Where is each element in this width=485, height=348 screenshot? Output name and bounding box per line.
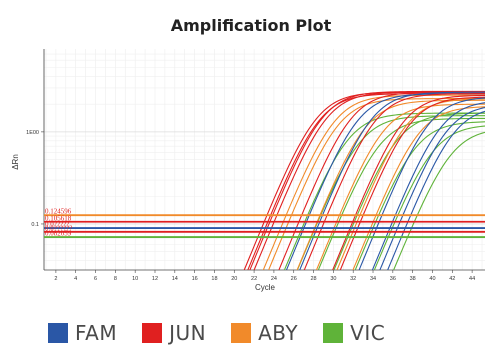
x-tick-label: 26 — [291, 276, 297, 282]
x-tick-label: 8 — [114, 276, 117, 282]
x-tick-label: 22 — [251, 276, 257, 282]
legend-label: JUN — [169, 321, 207, 345]
amplification-curve-aby — [315, 103, 485, 270]
amplification-curve-fam — [285, 93, 485, 270]
x-tick-label: 6 — [94, 276, 97, 282]
legend-swatch — [231, 323, 252, 343]
amplification-curve-fam — [387, 110, 485, 270]
amplification-curve-vic — [393, 131, 485, 270]
y-tick-label: 1E00 — [26, 130, 39, 136]
amplification-curve-aby — [296, 99, 485, 270]
amplification-curve-jun — [243, 91, 485, 270]
amplification-curve-vic — [354, 121, 485, 270]
amplification-curve-fam — [299, 91, 485, 270]
amplification-curve-vic — [283, 112, 485, 270]
threshold-label: 0.124596 — [45, 208, 72, 216]
x-tick-label: 20 — [231, 276, 237, 282]
y-tick-label: 0.1 — [31, 222, 39, 228]
amplification-curve-vic — [373, 125, 485, 270]
threshold-label: 0.105618 — [45, 214, 72, 222]
amplification-curve-vic — [333, 112, 485, 270]
amplification-curve-jun — [303, 93, 485, 270]
amplification-curve-jun — [332, 94, 485, 270]
y-axis-label: ΔRn — [11, 154, 20, 170]
amplification-curve-aby — [336, 98, 485, 270]
x-tick-label: 32 — [350, 276, 356, 282]
amplification-curve-vic — [317, 117, 485, 270]
x-tick-label: 30 — [330, 276, 336, 282]
x-tick-label: 28 — [310, 276, 316, 282]
amplification-curve-vic — [296, 115, 485, 270]
x-tick-label: 42 — [449, 276, 455, 282]
amplification-curve-jun — [247, 93, 485, 270]
amplification-chart: Amplification Plot 2 4 6 8 10 12 14 16 18 20 22 24 2… — [11, 16, 485, 292]
threshold-label: 0.0????? — [45, 221, 69, 229]
x-tick-label: 36 — [390, 276, 396, 282]
legend-swatch — [323, 323, 344, 343]
amplification-curve-jun — [278, 91, 485, 270]
amplification-curve-aby — [352, 106, 485, 270]
amplification-curve-jun — [253, 91, 485, 270]
x-tick-label: 44 — [469, 276, 475, 282]
amplification-curve-aby — [262, 94, 485, 270]
amplification-curve-fam — [379, 106, 485, 270]
legend-item-jun: JUN — [142, 321, 206, 345]
x-tick-label: 14 — [172, 276, 178, 282]
amplification-curve-fam — [371, 102, 485, 270]
amplification-curve-aby — [268, 98, 485, 270]
chart-title: Amplification Plot — [171, 16, 332, 35]
legend-label: FAM — [75, 321, 118, 345]
legend-swatch — [48, 323, 68, 343]
x-tick-label: 18 — [211, 276, 217, 282]
x-tick-label: 16 — [192, 276, 198, 282]
x-tick-label: 4 — [74, 276, 77, 282]
legend: FAM JUN ABY VIC — [48, 318, 410, 348]
legend-label: ABY — [258, 321, 299, 345]
x-tick-label: 40 — [429, 276, 435, 282]
x-tick-label: 2 — [54, 276, 57, 282]
legend-item-vic: VIC — [323, 321, 385, 345]
x-tick-label: 12 — [152, 276, 158, 282]
legend-item-fam: FAM — [48, 321, 117, 345]
amplification-curve-jun — [249, 90, 485, 270]
x-tick-label: 38 — [410, 276, 416, 282]
threshold-label: 0.0?????? — [45, 224, 72, 232]
x-axis-label: Cycle — [255, 283, 276, 292]
legend-swatch — [142, 323, 163, 343]
legend-item-aby: ABY — [231, 321, 298, 345]
x-tick-label: 10 — [132, 276, 138, 282]
amplification-curve-jun — [339, 96, 485, 270]
x-tick-label: 34 — [370, 276, 376, 282]
threshold-label: 0.082059 — [45, 230, 72, 238]
amplification-curve-fam — [358, 97, 485, 270]
legend-label: VIC — [350, 321, 386, 345]
x-tick-label: 24 — [271, 276, 277, 282]
